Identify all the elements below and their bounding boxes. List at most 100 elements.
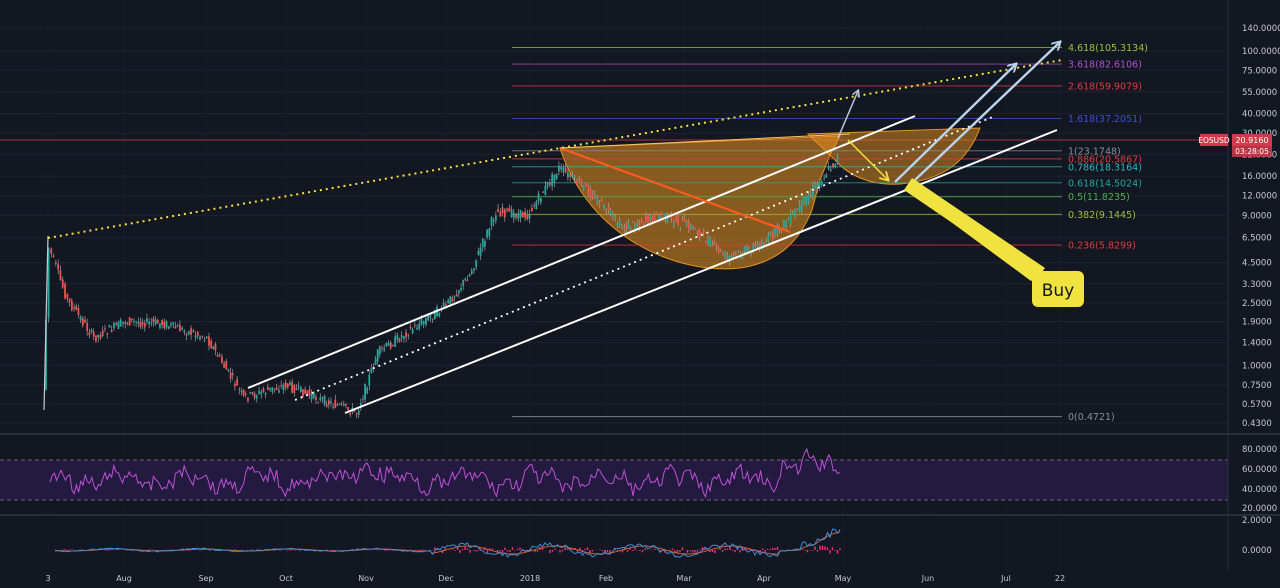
fib-label: 1(23.1748) — [1068, 146, 1121, 157]
candle-body — [221, 356, 223, 363]
price-tick-label: 12.0000 — [1242, 192, 1277, 202]
candle-body — [640, 218, 643, 223]
candle-body — [692, 225, 694, 227]
candle-body — [347, 407, 349, 410]
candle-body — [447, 300, 450, 303]
candle-body — [398, 338, 401, 342]
candle-body — [737, 250, 739, 252]
candle-body — [832, 163, 834, 167]
candle-body — [791, 212, 794, 214]
candle-body — [433, 309, 436, 320]
candle-body — [510, 208, 513, 218]
candle-body — [50, 248, 53, 254]
candle-body — [614, 216, 617, 218]
candle-body — [66, 294, 69, 299]
price-tick-label: 40.0000 — [1242, 110, 1277, 120]
candle-body — [179, 324, 181, 332]
candle-body — [834, 163, 837, 167]
candle-body — [745, 246, 748, 252]
candle-body — [381, 347, 383, 349]
candle-body — [816, 184, 819, 189]
candle-body — [600, 198, 603, 202]
candle-body — [304, 389, 307, 394]
listing-spike — [43, 235, 49, 411]
candle-body — [598, 202, 601, 206]
candle-body — [172, 322, 175, 325]
candle-body — [580, 179, 583, 185]
candle-body — [291, 381, 294, 393]
candle-body — [214, 343, 217, 351]
breakout-arrow — [837, 91, 858, 139]
candle-body — [629, 227, 632, 229]
candle-body — [183, 330, 186, 333]
time-tick-label: Sep — [198, 574, 213, 583]
candle-body — [156, 320, 159, 324]
candle-body — [407, 334, 410, 336]
fib-label: 0.786(18.3164) — [1068, 162, 1142, 173]
candle-body — [218, 355, 221, 357]
price-tick-label: 9.0000 — [1242, 211, 1272, 221]
candle-body — [253, 393, 256, 398]
channel-lower-line — [344, 129, 1058, 414]
candle-body — [704, 240, 707, 243]
candle-body — [262, 388, 265, 392]
candle-body — [203, 339, 206, 341]
candle-body — [707, 239, 709, 245]
candle-body — [99, 334, 102, 338]
price-tick-label: 1.4000 — [1242, 338, 1272, 348]
candle-body — [104, 328, 106, 330]
candle-body — [317, 402, 320, 404]
candle-body — [681, 219, 684, 221]
candle-body — [758, 242, 761, 249]
price-tick-label: 4.5000 — [1242, 259, 1272, 269]
candle-body — [526, 213, 529, 220]
time-tick-label: May — [835, 574, 852, 583]
candle-body — [293, 385, 296, 394]
candle-body — [212, 346, 215, 349]
candle-body — [481, 238, 484, 248]
candle-body — [683, 219, 686, 222]
candle-body — [672, 223, 675, 225]
candle-body — [84, 319, 86, 323]
candle-body — [539, 198, 542, 203]
candle-body — [376, 349, 379, 362]
candle-body — [438, 312, 441, 317]
rsi-line — [49, 447, 841, 499]
candle-body — [687, 222, 690, 231]
candle-body — [475, 259, 478, 268]
candle-body — [501, 207, 504, 214]
time-tick-label: Feb — [599, 574, 613, 583]
fib-label: 0.236(5.8299) — [1068, 241, 1136, 252]
candle-body — [315, 396, 317, 401]
candle-body — [306, 390, 309, 394]
candle-body — [836, 156, 839, 164]
fib-label: 4.618(105.3134) — [1068, 43, 1148, 54]
candle-body — [473, 268, 475, 271]
candle-body — [282, 384, 285, 391]
fib-label: 2.618(59.9079) — [1068, 81, 1142, 92]
candle-body — [387, 342, 390, 346]
candle-body — [732, 252, 735, 255]
candle-body — [612, 214, 614, 217]
candle-body — [670, 216, 673, 218]
candle-body — [187, 331, 190, 335]
candle-body — [152, 318, 155, 322]
price-tick-label: 1.0000 — [1242, 361, 1272, 371]
candle-body — [332, 406, 335, 408]
time-tick-label: Dec — [438, 574, 453, 583]
candle-body — [405, 332, 407, 338]
candle-body — [359, 403, 362, 408]
candle-body — [666, 215, 669, 223]
candle-body — [512, 212, 515, 219]
candle-body — [752, 245, 755, 252]
candle-body — [427, 315, 430, 321]
rsi-tick-label: 80.0000 — [1242, 445, 1277, 455]
rsi-axis: 80.0000 60.0000 40.0000 20.0000 — [1242, 445, 1277, 514]
candle-body — [176, 325, 179, 327]
candle-body — [460, 287, 462, 291]
price-tag-value: 20.9160 — [1235, 136, 1268, 145]
candle-body — [499, 211, 502, 217]
candle-body — [133, 320, 135, 322]
candle-body — [368, 374, 371, 386]
